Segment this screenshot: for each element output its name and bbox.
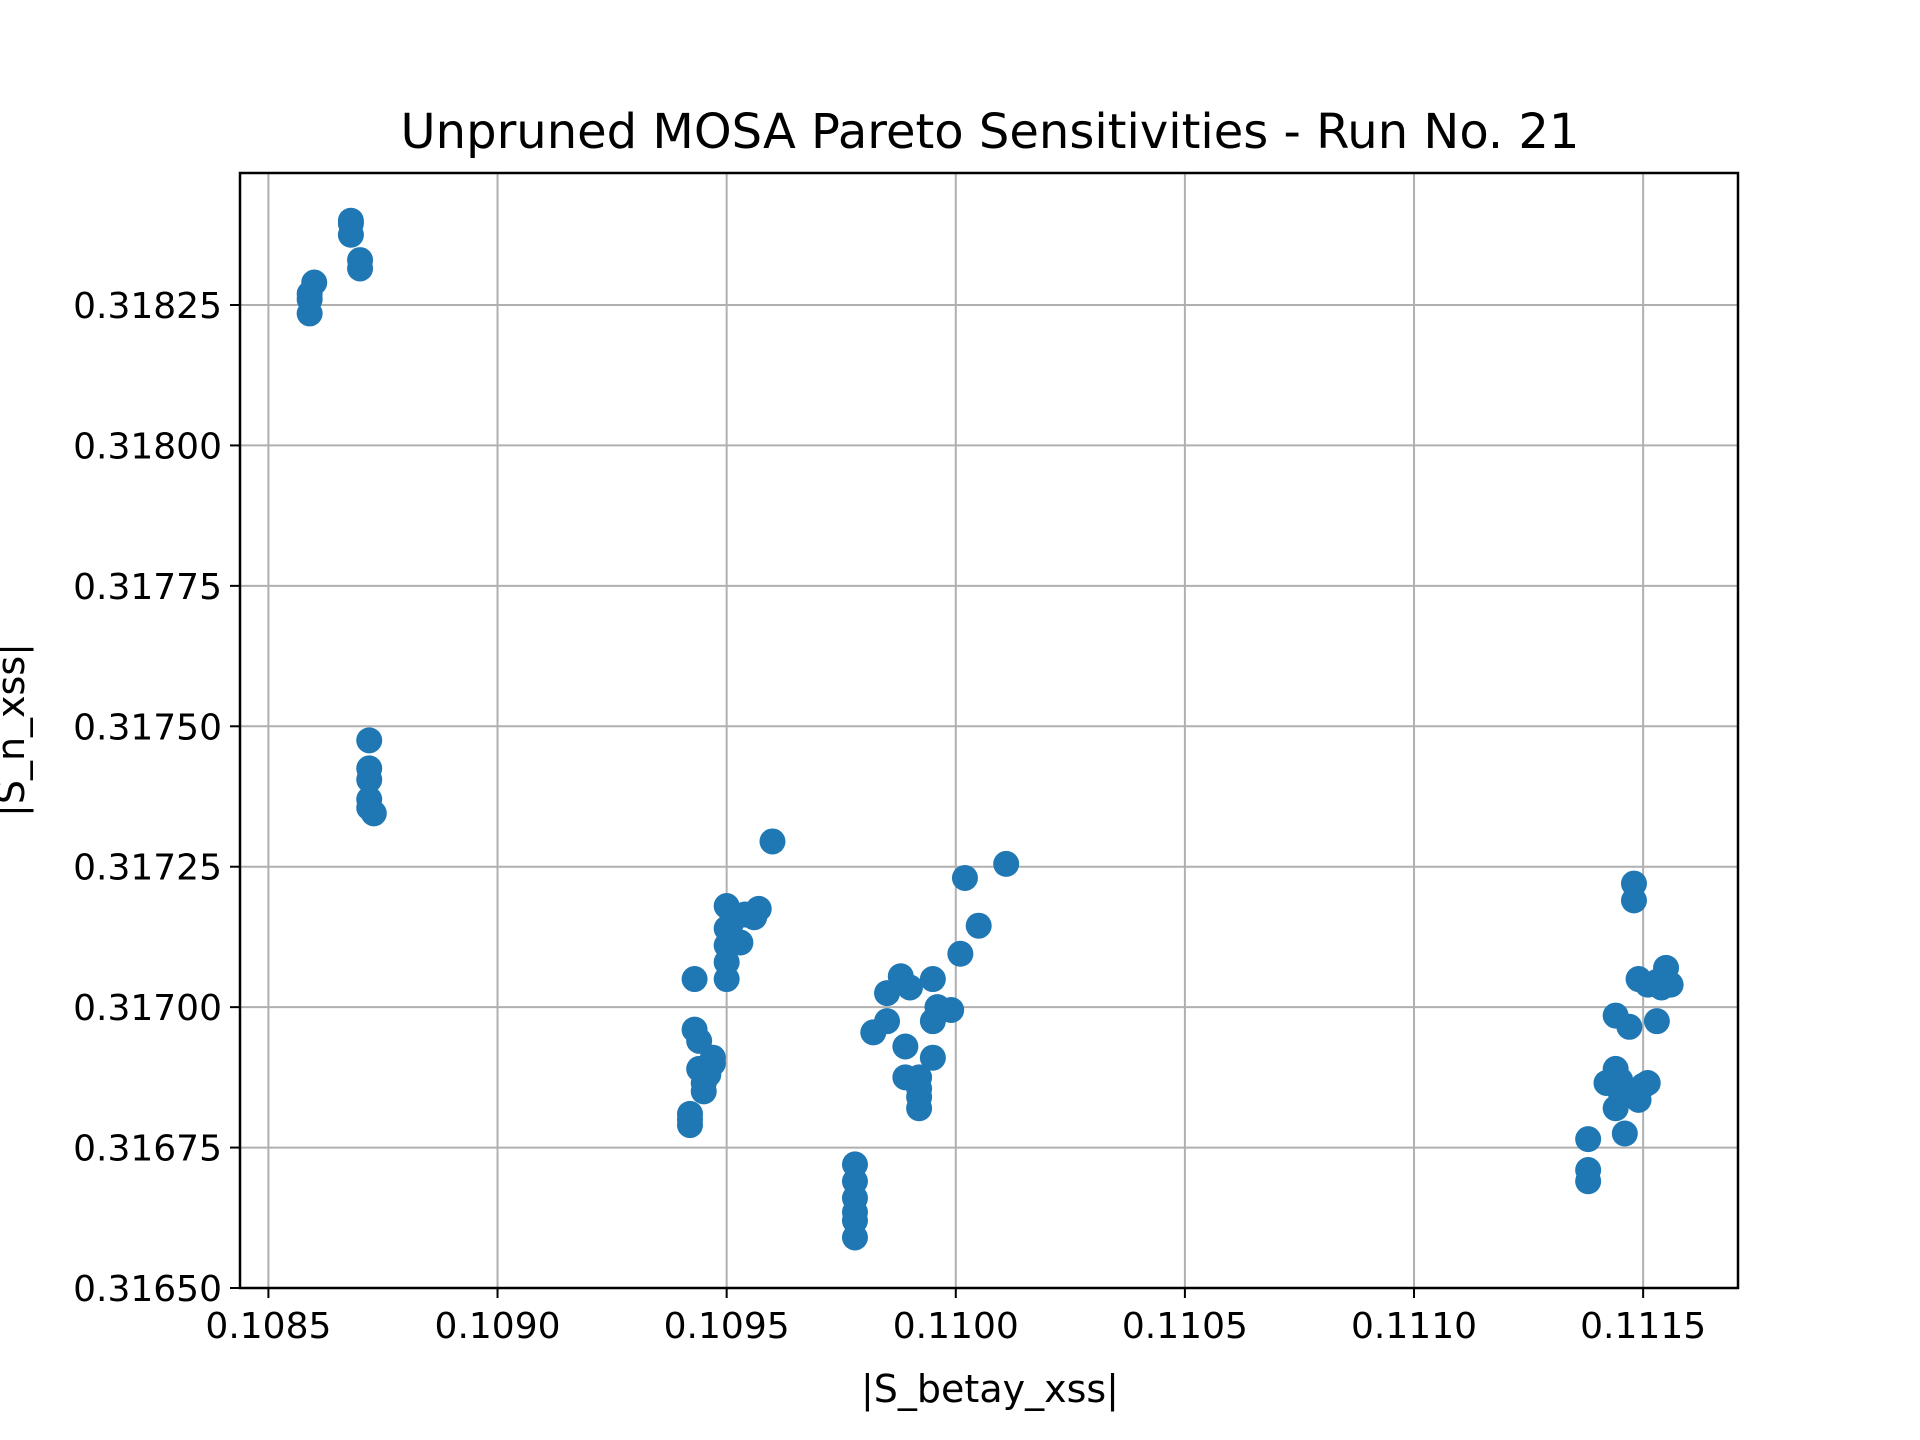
data-point [347, 247, 374, 274]
y-axis-ticks: 0.31650 0.31675 0.31700 0.31725 0.31750 0.317… [73, 286, 240, 1310]
data-point [301, 269, 328, 296]
data-point [892, 1033, 919, 1060]
data-point [360, 800, 387, 827]
data-point [841, 1151, 868, 1178]
data-point [951, 864, 978, 891]
x-tick-label: 0.1090 [435, 1306, 561, 1347]
x-axis-ticks: 0.1085 0.1090 0.1095 0.1100 0.1105 0.1110 0.11… [205, 1288, 1706, 1347]
x-tick-label: 0.1110 [1351, 1306, 1477, 1347]
data-point [947, 940, 974, 967]
data-point [699, 1044, 726, 1071]
x-tick-label: 0.1115 [1580, 1306, 1706, 1347]
data-point [356, 727, 383, 754]
data-point [965, 912, 992, 939]
data-point [1643, 1008, 1670, 1035]
data-point [1575, 1157, 1602, 1184]
data-point [1620, 887, 1647, 914]
y-tick-label: 0.31800 [73, 426, 222, 467]
data-point [1611, 1120, 1638, 1147]
data-point [919, 966, 946, 993]
plot-area-background [240, 173, 1738, 1288]
data-point [906, 1064, 933, 1091]
x-tick-label: 0.1100 [893, 1306, 1019, 1347]
data-point [356, 766, 383, 793]
y-axis-label: |S_n_xss| [0, 643, 34, 817]
data-point [681, 966, 708, 993]
data-point [727, 929, 754, 956]
data-point [993, 850, 1020, 877]
y-tick-label: 0.31750 [73, 707, 222, 748]
data-point [337, 207, 364, 234]
x-tick-label: 0.1085 [205, 1306, 331, 1347]
chart-title: Unpruned MOSA Pareto Sensitivities - Run… [401, 104, 1580, 160]
data-point [759, 828, 786, 855]
data-point [676, 1100, 703, 1127]
y-tick-label: 0.31825 [73, 286, 222, 327]
data-point [1607, 1067, 1634, 1094]
data-point [938, 996, 965, 1023]
x-tick-label: 0.1105 [1122, 1306, 1248, 1347]
data-point [896, 974, 923, 1001]
data-point [1657, 971, 1684, 998]
data-point [1575, 1126, 1602, 1153]
data-point [874, 1008, 901, 1035]
data-points [296, 207, 1684, 1251]
y-tick-label: 0.31650 [73, 1269, 222, 1310]
y-tick-label: 0.31675 [73, 1129, 222, 1170]
data-point [1616, 1013, 1643, 1040]
x-axis-label: |S_betay_xss| [861, 1367, 1119, 1412]
y-tick-label: 0.31775 [73, 567, 222, 608]
y-tick-label: 0.31700 [73, 988, 222, 1029]
y-tick-label: 0.31725 [73, 848, 222, 889]
plot-frame [238, 171, 1740, 1290]
data-point [919, 1044, 946, 1071]
data-point [1634, 1069, 1661, 1096]
data-point [745, 895, 772, 922]
x-tick-label: 0.1095 [664, 1306, 790, 1347]
